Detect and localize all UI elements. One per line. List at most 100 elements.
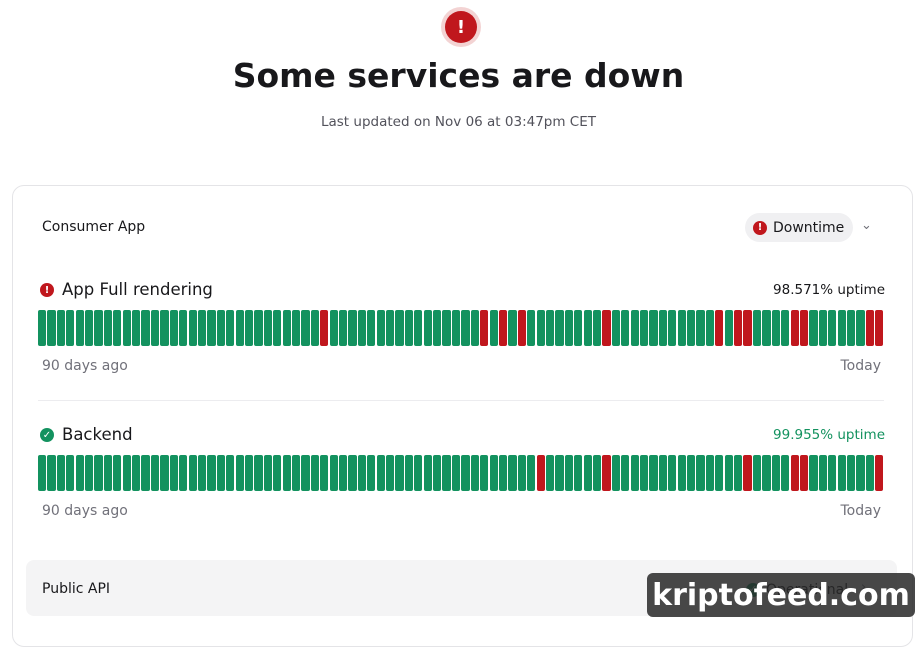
day-bar	[592, 310, 602, 346]
day-bar	[291, 310, 301, 346]
day-bar	[150, 455, 160, 491]
end-label: Today	[840, 358, 882, 374]
day-bar	[423, 455, 432, 491]
day-bar	[169, 455, 178, 491]
day-bar	[602, 455, 611, 491]
end-label: Today	[840, 503, 882, 519]
day-bar	[865, 455, 874, 491]
day-bar	[244, 455, 254, 491]
day-bar	[687, 310, 696, 346]
day-bar	[301, 455, 310, 491]
day-bar	[291, 455, 301, 491]
day-bar	[630, 455, 639, 491]
day-bar	[621, 455, 630, 491]
day-bar	[621, 310, 630, 346]
day-bar	[451, 455, 461, 491]
day-bar	[809, 310, 818, 346]
day-bar	[207, 310, 216, 346]
day-bar	[56, 310, 66, 346]
day-bar	[592, 455, 602, 491]
day-bar	[489, 310, 498, 346]
day-bar	[113, 455, 122, 491]
start-label: 90 days ago	[42, 503, 128, 519]
day-bar	[799, 310, 809, 346]
day-bar	[668, 455, 677, 491]
day-bar	[762, 455, 771, 491]
day-bar	[103, 455, 113, 491]
day-bar	[141, 310, 150, 346]
day-bar	[799, 455, 809, 491]
day-bar	[404, 455, 414, 491]
day-bar	[705, 310, 715, 346]
day-bar	[197, 455, 207, 491]
day-bar	[216, 310, 225, 346]
day-bar	[85, 310, 94, 346]
day-bar	[433, 310, 442, 346]
subtitle: Last updated on Nov 06 at 03:47pm CET	[320, 114, 597, 130]
day-bar	[771, 310, 780, 346]
day-bar	[367, 455, 376, 491]
day-bar	[404, 310, 414, 346]
day-bar	[188, 455, 197, 491]
divider	[38, 400, 884, 401]
day-bar	[743, 310, 752, 346]
day-bar	[244, 310, 254, 346]
status-icon: !	[753, 220, 767, 235]
watermark: kriptofeed.com	[647, 573, 915, 617]
status-pill[interactable]: ! Downtime	[745, 213, 854, 242]
day-bar	[715, 310, 724, 346]
day-bar	[94, 455, 103, 491]
day-bar	[470, 310, 479, 346]
service-icon: !	[40, 283, 54, 297]
day-bar	[640, 455, 649, 491]
day-bar	[103, 310, 113, 346]
service-icon: ✓	[40, 428, 54, 442]
day-bar	[724, 310, 733, 346]
day-bar	[348, 455, 357, 491]
day-bar	[310, 455, 319, 491]
day-bar	[705, 455, 715, 491]
service-name: Backend	[62, 425, 133, 444]
day-bar	[282, 455, 291, 491]
day-bar	[536, 455, 545, 491]
day-bar	[38, 310, 47, 346]
day-bar	[781, 310, 790, 346]
day-bar	[310, 310, 319, 346]
day-bar	[376, 310, 385, 346]
day-bar	[724, 455, 733, 491]
day-bar	[414, 455, 423, 491]
day-bar	[339, 310, 348, 346]
day-bar	[179, 455, 188, 491]
day-bar	[536, 310, 545, 346]
day-bar	[357, 310, 367, 346]
day-bar	[179, 310, 188, 346]
day-bar	[517, 455, 526, 491]
day-bar	[254, 455, 263, 491]
start-label: 90 days ago	[42, 358, 128, 374]
day-bar	[875, 310, 884, 346]
day-bar	[809, 455, 818, 491]
day-bar	[235, 455, 244, 491]
chevron[interactable]: ⌄	[861, 218, 872, 233]
day-bar	[423, 310, 432, 346]
day-bar	[160, 455, 169, 491]
day-bar	[357, 455, 367, 491]
day-bar	[66, 455, 75, 491]
day-bar	[75, 310, 84, 346]
day-bar	[395, 455, 404, 491]
day-bar	[282, 310, 291, 346]
service-name: App Full rendering	[62, 280, 213, 299]
day-bar	[122, 310, 131, 346]
day-bar	[160, 310, 169, 346]
day-bar	[517, 310, 526, 346]
day-bar	[602, 310, 611, 346]
day-bar	[320, 455, 329, 491]
day-bar	[875, 455, 884, 491]
status-icon: !	[441, 7, 481, 47]
group-name: Public API	[42, 581, 111, 597]
day-bar	[668, 310, 677, 346]
day-bar	[188, 310, 197, 346]
day-bar	[451, 310, 461, 346]
day-bar	[630, 310, 639, 346]
uptime-bars	[38, 455, 884, 491]
